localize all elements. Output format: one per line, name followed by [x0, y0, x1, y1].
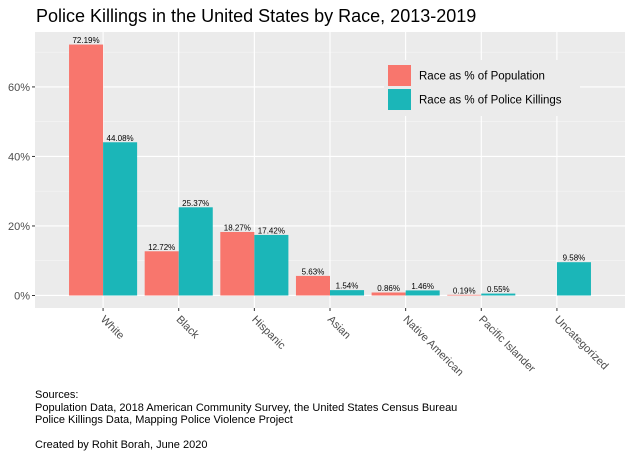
value-label: 0.19%	[453, 286, 476, 295]
y-axis: 0% 20% 40% 60%	[8, 82, 35, 302]
bar	[69, 44, 104, 296]
y-tick-label: 20%	[8, 221, 30, 233]
value-label: 0.55%	[487, 285, 510, 294]
x-tick-label: Uncategorized	[552, 314, 611, 373]
value-label: 1.54%	[336, 282, 359, 291]
author-credit: Created by Rohit Borah, June 2020	[35, 438, 208, 451]
sources-heading: Sources:	[35, 389, 79, 401]
x-tick-label: Pacific Islander	[476, 314, 537, 375]
value-label: 44.08%	[107, 134, 134, 143]
x-tick-label: Black	[174, 314, 202, 342]
value-label: 12.72%	[148, 243, 175, 252]
legend: Race as % of Population Race as % of Pol…	[384, 60, 580, 116]
y-tick-label: 60%	[8, 82, 30, 94]
legend-key-population	[388, 65, 411, 86]
value-label: 17.42%	[258, 226, 285, 235]
sources-note: Sources: Population Data, 2018 American …	[35, 389, 457, 451]
value-label: 18.27%	[224, 223, 251, 232]
value-label: 72.19%	[72, 36, 99, 45]
chart-title: Police Killings in the United States by …	[36, 6, 476, 26]
x-tick-label: Hispanic	[249, 314, 288, 353]
bar	[178, 207, 213, 296]
legend-label-population: Race as % of Population	[419, 71, 545, 83]
legend-key-police-killings	[388, 89, 411, 110]
x-tick-label: Asian	[325, 314, 353, 342]
bar	[371, 292, 406, 296]
source-police-killings: Police Killings Data, Mapping Police Vio…	[35, 414, 293, 426]
bar	[447, 294, 482, 296]
legend-background	[384, 60, 580, 116]
value-label: 9.58%	[563, 254, 586, 263]
bar	[254, 234, 289, 296]
x-axis: White Black Hispanic Asian Native American Pa…	[98, 308, 610, 379]
value-label: 0.86%	[377, 284, 400, 293]
bar	[295, 275, 330, 296]
value-label: 1.46%	[411, 282, 434, 291]
x-tick-label: Native American	[401, 314, 466, 379]
value-labels: 72.19% 44.08% 12.72% 25.37% 18.27% 17.42% 5.63…	[72, 36, 585, 295]
source-population: Population Data, 2018 American Community…	[35, 401, 458, 414]
bar-chart: Police Killings in the United States by …	[8, 6, 625, 379]
bar	[144, 251, 179, 296]
y-tick-label: 0%	[14, 290, 30, 302]
y-tick-label: 40%	[8, 151, 30, 163]
bars	[69, 44, 591, 296]
value-label: 25.37%	[182, 199, 209, 208]
x-tick-label: White	[98, 314, 126, 342]
bar	[556, 262, 591, 296]
bar	[103, 142, 138, 296]
bar	[481, 293, 516, 296]
legend-label-police-killings: Race as % of Police Killings	[419, 95, 562, 107]
bar	[405, 290, 440, 296]
value-label: 5.63%	[302, 267, 325, 276]
bar	[330, 290, 365, 296]
bar	[220, 231, 255, 296]
